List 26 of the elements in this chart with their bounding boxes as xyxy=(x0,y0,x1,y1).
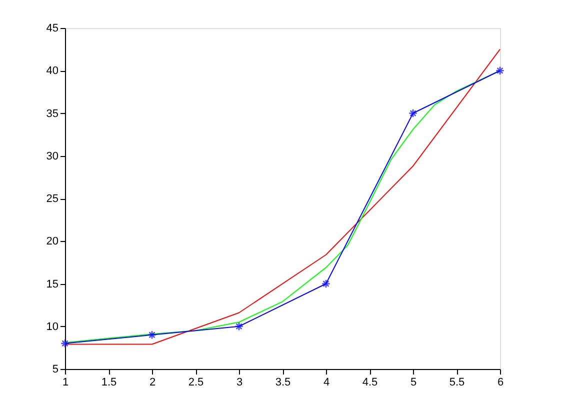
point xyxy=(147,330,157,340)
y-tick-label: 30 xyxy=(46,150,58,162)
y-tick-label: 35 xyxy=(46,108,58,120)
y-tick-label: 25 xyxy=(46,193,58,205)
x-tick-label: 3.5 xyxy=(275,376,291,388)
x-tick-label: 5.5 xyxy=(449,376,465,388)
x-tick-label: 3 xyxy=(236,376,243,388)
point xyxy=(234,322,244,331)
x-tick-label: 6 xyxy=(497,376,504,388)
point xyxy=(408,108,418,118)
x-tick-label: 1.5 xyxy=(101,376,117,388)
y-tick-label: 40 xyxy=(46,65,58,78)
y-tick-label: 45 xyxy=(46,22,58,34)
x-tick-label: 2.5 xyxy=(188,376,204,388)
x-tick-label: 4.5 xyxy=(362,376,378,388)
x-tick-label: 1 xyxy=(62,376,69,388)
y-tick-label: 5 xyxy=(52,364,58,376)
point xyxy=(321,279,331,288)
y-tick-label: 10 xyxy=(46,320,58,333)
y-tick-label: 15 xyxy=(46,278,58,290)
y-tick-label: 20 xyxy=(46,236,58,248)
point xyxy=(495,66,505,76)
point xyxy=(60,338,70,348)
x-tick-label: 5 xyxy=(410,376,417,388)
x-tick-label: 4 xyxy=(323,376,330,388)
x-tick-label: 2 xyxy=(149,376,156,388)
